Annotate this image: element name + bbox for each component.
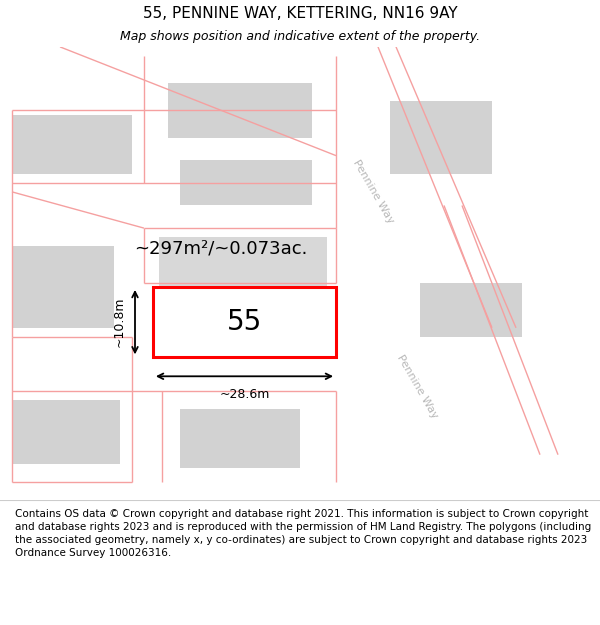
- Polygon shape: [339, 47, 468, 500]
- Text: 55: 55: [227, 308, 262, 336]
- Text: 55, PENNINE WAY, KETTERING, NN16 9AY: 55, PENNINE WAY, KETTERING, NN16 9AY: [143, 6, 457, 21]
- Polygon shape: [12, 115, 132, 174]
- Polygon shape: [180, 160, 312, 206]
- Polygon shape: [180, 409, 300, 468]
- Polygon shape: [12, 400, 120, 464]
- Polygon shape: [393, 47, 522, 500]
- Text: Pennine Way: Pennine Way: [351, 158, 395, 226]
- Polygon shape: [168, 83, 312, 138]
- Text: Contains OS data © Crown copyright and database right 2021. This information is : Contains OS data © Crown copyright and d…: [15, 509, 591, 558]
- Polygon shape: [390, 101, 492, 174]
- Polygon shape: [420, 282, 522, 337]
- Text: ~297m²/~0.073ac.: ~297m²/~0.073ac.: [134, 239, 307, 258]
- Text: ~10.8m: ~10.8m: [113, 297, 126, 348]
- Polygon shape: [159, 237, 327, 291]
- Text: Pennine Way: Pennine Way: [395, 353, 439, 421]
- Text: Map shows position and indicative extent of the property.: Map shows position and indicative extent…: [120, 30, 480, 43]
- Text: ~28.6m: ~28.6m: [220, 388, 269, 401]
- Polygon shape: [12, 246, 114, 328]
- Bar: [153, 287, 336, 357]
